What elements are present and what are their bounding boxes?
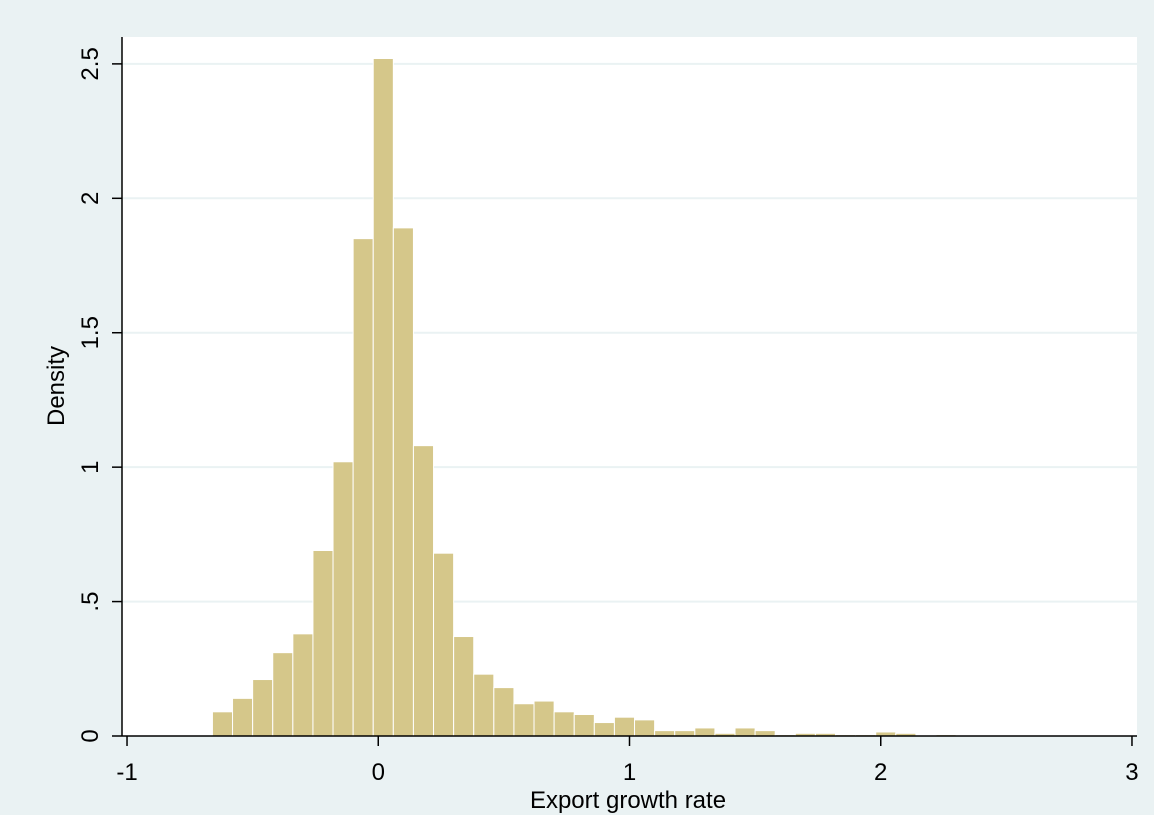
y-tick-label-1: .5 — [77, 592, 104, 612]
x-tick-label-1: 0 — [372, 759, 385, 786]
histogram-bar-23 — [674, 730, 696, 737]
x-tick-label-3: 2 — [874, 759, 887, 786]
histogram-bar-11 — [433, 552, 455, 737]
plot-area — [122, 37, 1137, 736]
x-tick-label-0: -1 — [116, 759, 137, 786]
x-tick-label-2: 1 — [623, 759, 636, 786]
histogram-bar-18 — [573, 713, 595, 737]
histogram-bar-0 — [211, 711, 234, 737]
histogram-bar-10 — [412, 445, 435, 737]
grid-lines — [122, 62, 1137, 603]
histogram-bar-22 — [654, 730, 676, 737]
histogram-bar-24 — [694, 727, 716, 737]
y-tick-label-2: 1 — [77, 460, 104, 473]
histogram-bar-15 — [513, 703, 535, 737]
y-axis-title: Density — [43, 346, 70, 426]
histogram-bar-20 — [613, 716, 636, 737]
histogram-bar-13 — [473, 673, 495, 737]
histogram-bar-5 — [312, 549, 334, 737]
histogram-bar-19 — [593, 722, 615, 737]
histogram-bar-9 — [392, 227, 414, 737]
y-ticks: 0 .5 1 1.5 2 2.5 — [77, 47, 122, 743]
histogram-bar-17 — [553, 711, 575, 737]
y-tick-label-3: 1.5 — [77, 316, 104, 349]
histogram-bar-3 — [272, 652, 294, 737]
histogram-bar-8 — [372, 58, 394, 737]
histogram-bar-16 — [533, 700, 555, 737]
y-tick-label-4: 2 — [77, 192, 104, 205]
y-tick-label-5: 2.5 — [77, 47, 104, 80]
x-axis-title: Export growth rate — [530, 787, 726, 814]
histogram-bar-4 — [292, 633, 314, 737]
histogram-bar-1 — [232, 697, 254, 737]
histogram-bar-6 — [332, 461, 354, 737]
histogram-bar-14 — [493, 687, 515, 737]
y-tick-label-0: 0 — [77, 729, 104, 742]
x-ticks: -1 0 1 2 3 — [116, 736, 1139, 786]
histogram-bar-2 — [252, 679, 274, 737]
histogram-bar-21 — [634, 719, 656, 737]
histogram-bar-7 — [352, 238, 374, 737]
histogram-bar-12 — [453, 636, 475, 737]
x-tick-label-4: 3 — [1125, 759, 1138, 786]
histogram-bar-27 — [754, 730, 776, 737]
histogram-bar-26 — [734, 727, 756, 737]
